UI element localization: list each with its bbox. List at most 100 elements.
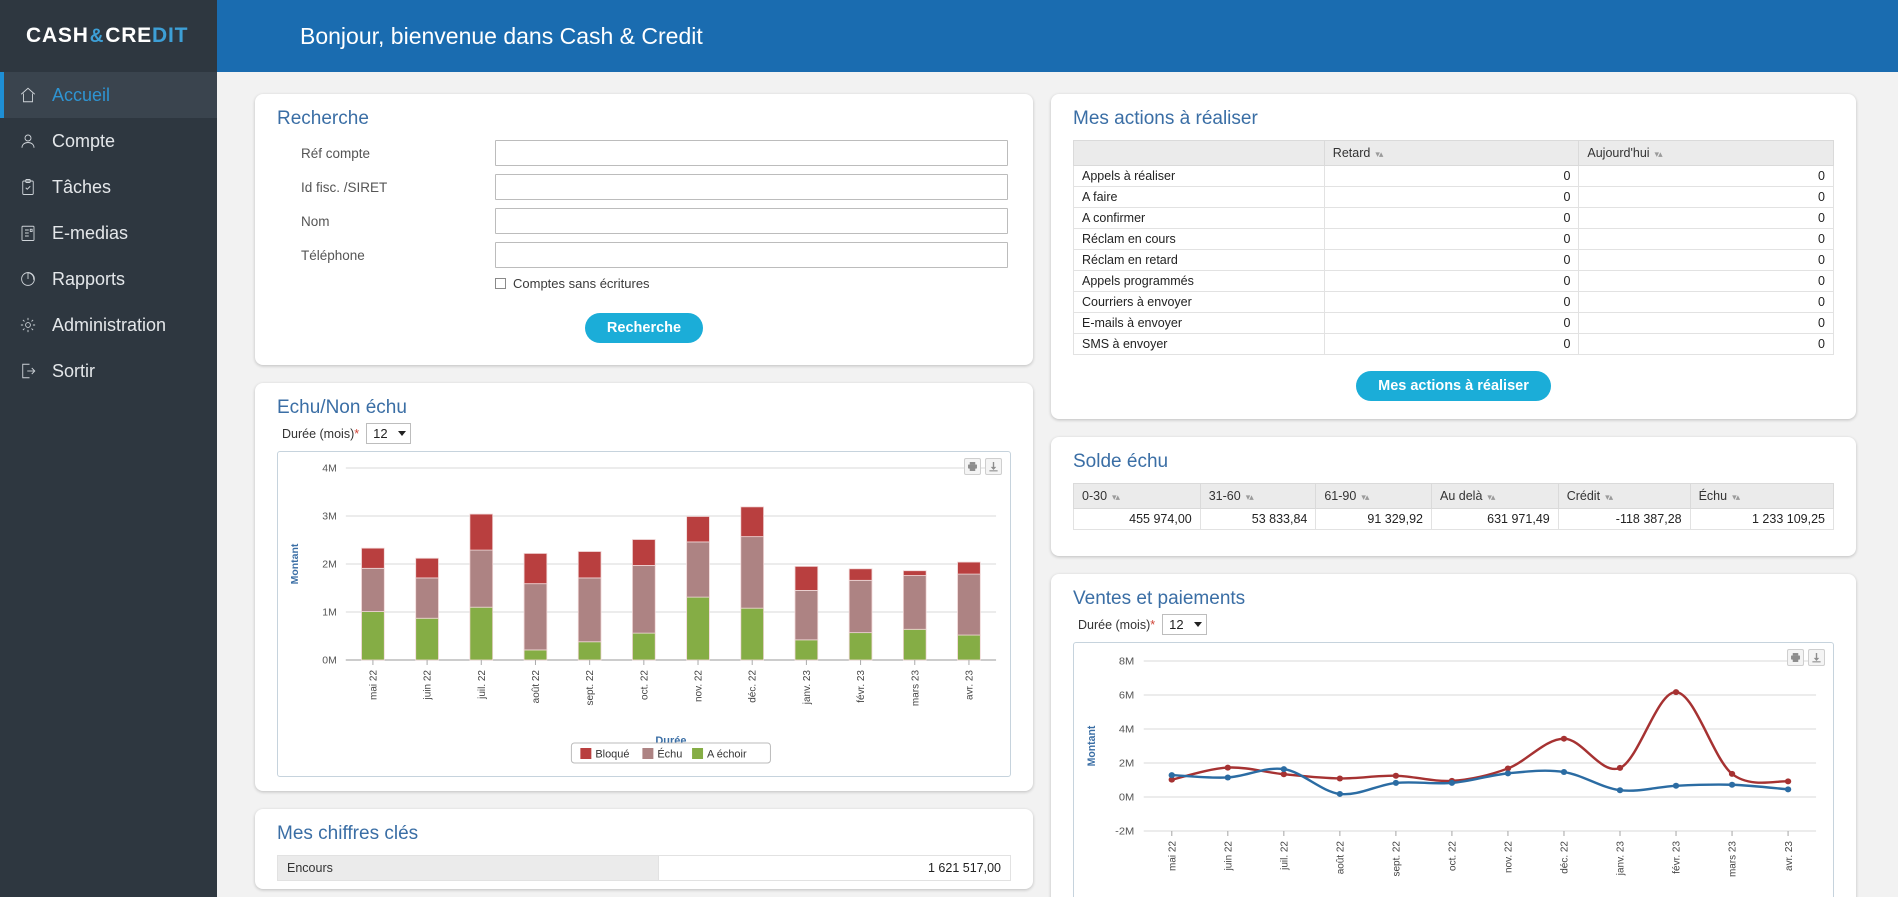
solde-th[interactable]: Échu ▾▴ (1689, 483, 1835, 509)
th-retard[interactable]: Retard ▾▴ (1323, 140, 1580, 166)
bar-segment (848, 568, 873, 581)
sidebar: CASH&CREDIT Accueil Compte Tâches (0, 0, 217, 897)
table-header-row: Retard ▾▴ Aujourd'hui ▾▴ (1073, 140, 1834, 166)
telephone-label: Téléphone (301, 247, 365, 263)
solde-th[interactable]: 31-60 ▾▴ (1199, 483, 1317, 509)
download-icon[interactable] (1808, 649, 1825, 666)
cell-retard: 0 (1323, 291, 1580, 313)
sidebar-item-accueil[interactable]: Accueil (0, 72, 217, 118)
bar-segment (902, 575, 927, 630)
legend-label: Échu (657, 747, 682, 760)
mes-actions-tbody: Appels à réaliser 0 0 A faire 0 0 A confirmer 0… (1073, 165, 1834, 355)
ventes-chart-svg: -2M 0M 2M 4M 6M 8M mai 22 juin 22 juil. 22 août 2… (1086, 656, 1817, 877)
mes-actions-title: Mes actions à réaliser (1073, 108, 1258, 129)
echu-duration-value: 12 (373, 426, 388, 441)
sidebar-item-rapports[interactable]: Rapports (0, 256, 217, 302)
table-row[interactable]: E-mails à envoyer 0 0 (1073, 312, 1834, 334)
form-row-nom: Nom (277, 208, 1011, 234)
print-icon[interactable] (1787, 649, 1804, 666)
table-row[interactable]: A faire 0 0 (1073, 186, 1834, 208)
bar-segment (794, 639, 819, 661)
echu-duration-label: Durée (mois)* (282, 426, 360, 441)
x-tick-label: mai 22 (1167, 841, 1178, 871)
solde-td: 53 833,84 (1199, 508, 1317, 530)
table-row[interactable]: Réclam en cours 0 0 (1073, 228, 1834, 250)
bar-segment (848, 632, 873, 661)
x-tick-label: mars 23 (910, 670, 921, 707)
sidebar-item-taches[interactable]: Tâches (0, 164, 217, 210)
dashboard-content: Recherche Réf compte Id fisc. /SIRET Nom (217, 72, 1898, 897)
mes-actions-button[interactable]: Mes actions à réaliser (1356, 371, 1551, 401)
data-point (1448, 779, 1456, 786)
chiffres-key: Encours (276, 855, 660, 881)
data-point (1560, 735, 1568, 742)
cell-retard: 0 (1323, 333, 1580, 355)
data-point (1616, 787, 1624, 794)
bar-segment (469, 513, 494, 551)
recherche-button[interactable]: Recherche (584, 313, 704, 343)
x-tick-label: mars 23 (1728, 841, 1739, 877)
table-row[interactable]: A confirmer 0 0 (1073, 207, 1834, 229)
comptes-sans-ecritures-checkbox[interactable] (495, 278, 506, 289)
sidebar-item-sortir[interactable]: Sortir (0, 348, 217, 394)
table-row[interactable]: Courriers à envoyer 0 0 (1073, 291, 1834, 313)
brand-part3: DIT (152, 24, 189, 47)
table-row[interactable]: Réclam en retard 0 0 (1073, 249, 1834, 271)
print-icon[interactable] (964, 458, 981, 475)
legend-label: Bloqué (595, 748, 629, 760)
solde-th[interactable]: 61-90 ▾▴ (1315, 483, 1432, 509)
echu-duration-select[interactable]: 12 (366, 423, 411, 444)
chevron-down-icon (1193, 622, 1202, 627)
cell-label: Courriers à envoyer (1073, 291, 1325, 313)
sidebar-item-label: Accueil (52, 85, 111, 105)
bar-segment (415, 577, 439, 619)
bar-segment (523, 583, 548, 651)
sidebar-item-label: Sortir (52, 361, 96, 381)
cell-label: Appels à réaliser (1073, 165, 1325, 187)
solde-th[interactable]: 0-30 ▾▴ (1073, 483, 1201, 509)
brand-logo[interactable]: CASH&CREDIT (0, 0, 217, 72)
y-tick-label: 0M (322, 655, 337, 666)
bar-segment (361, 567, 385, 612)
bar-segment (469, 549, 494, 608)
sort-icon: ▾▴ (1654, 149, 1663, 159)
legend-swatch (692, 748, 704, 759)
bar-segment (361, 611, 385, 661)
gear-icon (18, 315, 38, 335)
id-fisc-input[interactable] (495, 174, 1008, 200)
sidebar-item-administration[interactable]: Administration (0, 302, 217, 348)
echu-chart-svg: 0M 1M 2M 3M 4M mai 22 juin 22 juil. 22 août 22 se… (290, 463, 997, 764)
mes-actions-button-wrap: Mes actions à réaliser (1073, 371, 1834, 401)
sort-icon: ▾▴ (1112, 492, 1120, 502)
bar-segment (686, 596, 710, 661)
x-tick-label: août 22 (531, 670, 542, 704)
ventes-duration-select[interactable]: 12 (1162, 614, 1207, 635)
ref-compte-label: Réf compte (301, 145, 371, 161)
nom-input[interactable] (495, 208, 1008, 234)
download-icon[interactable] (985, 458, 1002, 475)
bar-segment (957, 573, 981, 636)
mes-actions-thead: Retard ▾▴ Aujourd'hui ▾▴ (1073, 140, 1834, 166)
sort-icon: ▾▴ (1487, 492, 1495, 502)
solde-td: 631 971,49 (1431, 508, 1559, 530)
solde-header-row: 0-30 ▾▴ 31-60 ▾▴ 61-90 ▾▴ Au delà ▾▴ Crédit ▾▴ Éch… (1073, 483, 1835, 509)
sidebar-item-e-medias[interactable]: E-medias (0, 210, 217, 256)
bar-segment (794, 566, 819, 591)
table-row[interactable]: Appels à réaliser 0 0 (1073, 165, 1834, 187)
bar-segment (740, 536, 764, 609)
bar-segment (794, 589, 819, 641)
ref-compte-input[interactable] (495, 140, 1008, 166)
table-row[interactable]: SMS à envoyer 0 0 (1073, 333, 1834, 355)
ventes-paiements-card: Ventes et paiements Durée (mois)* 12 (1051, 574, 1856, 897)
cell-label: Appels programmés (1073, 270, 1325, 292)
solde-th[interactable]: Crédit ▾▴ (1557, 483, 1691, 509)
telephone-input[interactable] (495, 242, 1008, 268)
main-area: Bonjour, bienvenue dans Cash & Credit Re… (217, 0, 1898, 897)
table-row[interactable]: Appels programmés 0 0 (1073, 270, 1834, 292)
solde-th[interactable]: Au delà ▾▴ (1431, 483, 1559, 509)
solde-td: -118 387,28 (1557, 508, 1691, 530)
sidebar-item-compte[interactable]: Compte (0, 118, 217, 164)
y-tick-label: 8M (1119, 656, 1134, 668)
th-aujourdhui[interactable]: Aujourd'hui ▾▴ (1578, 140, 1834, 166)
cell-aujourdhui: 0 (1578, 312, 1834, 334)
